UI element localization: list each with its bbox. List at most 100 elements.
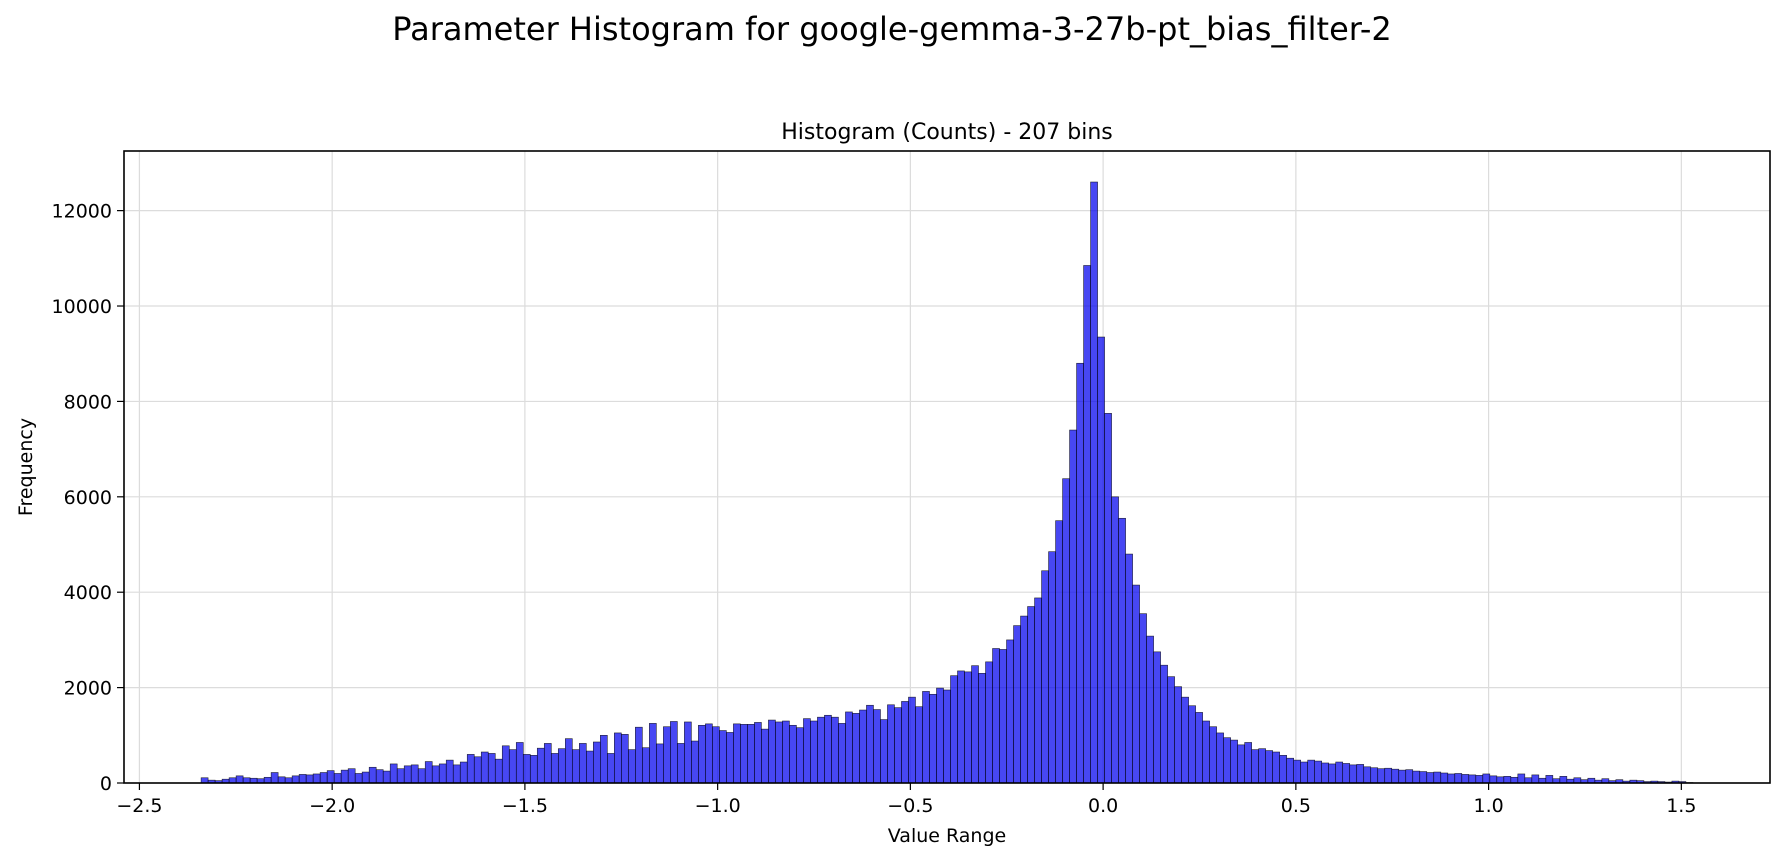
y-tick-label: 2000 <box>64 678 112 700</box>
histogram-bar <box>1139 613 1147 784</box>
histogram-bar <box>473 756 482 784</box>
histogram-bar <box>305 774 314 784</box>
histogram-bar <box>1510 776 1519 784</box>
histogram-bar <box>1041 570 1049 784</box>
histogram-bar <box>382 770 391 784</box>
histogram-bar <box>908 696 916 784</box>
histogram-bar <box>1293 759 1301 784</box>
histogram-bar <box>642 747 650 784</box>
histogram-bar <box>235 775 244 784</box>
histogram-bar <box>824 714 832 784</box>
histogram-bar <box>775 721 783 784</box>
histogram-bar <box>1405 769 1414 784</box>
histogram-bar <box>1125 553 1133 784</box>
histogram-bar <box>347 768 356 784</box>
histogram-bar <box>740 724 748 784</box>
histogram-bar <box>726 732 734 784</box>
histogram-bar <box>957 670 965 784</box>
histogram-bar <box>340 769 349 784</box>
histogram-bar <box>1503 776 1512 784</box>
histogram-bar <box>992 648 1000 784</box>
histogram-bar <box>298 774 307 784</box>
histogram-bar <box>887 704 895 784</box>
histogram-bar <box>1006 639 1014 784</box>
x-axis-label: Value Range <box>888 825 1006 847</box>
histogram-bar <box>326 770 335 784</box>
histogram-bar <box>1517 773 1526 784</box>
histogram-bar <box>312 773 321 784</box>
y-tick-label: 8000 <box>64 391 112 413</box>
histogram-bar <box>529 755 538 784</box>
x-tick-label: −2.0 <box>309 795 355 817</box>
histogram-bar <box>1349 764 1358 784</box>
x-tick-label: 0.0 <box>1088 795 1118 817</box>
histogram-bar <box>1153 651 1161 784</box>
histogram-bar <box>466 754 475 784</box>
histogram-bar <box>1531 774 1540 784</box>
histogram-bar <box>985 661 993 784</box>
histogram-bar <box>768 719 776 784</box>
histogram-bar <box>1489 775 1498 784</box>
histogram-bar <box>936 687 944 784</box>
histogram-bar <box>1468 774 1477 784</box>
histogram-bar <box>291 775 300 784</box>
histogram-bar <box>1013 625 1021 784</box>
histogram-bar <box>1300 761 1308 784</box>
histogram-bar <box>831 716 839 784</box>
histogram-bar <box>971 665 979 784</box>
y-tick-label: 6000 <box>64 487 112 509</box>
histogram-bar <box>964 671 972 784</box>
y-axis-label: Frequency <box>15 418 37 516</box>
histogram-bar <box>438 763 447 784</box>
histogram-bar <box>1216 732 1224 784</box>
histogram-bar <box>691 740 699 784</box>
histogram-bar <box>1034 597 1042 784</box>
histogram-bar <box>1419 771 1428 784</box>
histogram-bar <box>1244 742 1252 784</box>
histogram-bar <box>501 745 510 784</box>
histogram-bar <box>263 776 272 784</box>
histogram-bar <box>333 773 342 784</box>
histogram-bar <box>705 723 713 784</box>
histogram-bar <box>635 726 643 784</box>
histogram-bar <box>557 748 566 784</box>
histogram-bar <box>761 728 769 784</box>
histogram-bar <box>1356 764 1365 784</box>
histogram-bar <box>803 718 811 784</box>
histogram-bar <box>543 743 552 784</box>
x-tick-label: −1.0 <box>695 795 741 817</box>
histogram-bar <box>1062 478 1070 784</box>
histogram-bar <box>424 761 433 784</box>
histogram-bar <box>894 707 902 784</box>
histogram-bar <box>410 764 419 784</box>
histogram-bar <box>698 724 706 784</box>
x-tick-label: 1.0 <box>1473 795 1503 817</box>
histogram-bar <box>459 761 468 784</box>
axes-title: Histogram (Counts) - 207 bins <box>781 120 1112 145</box>
histogram-bar <box>1391 768 1400 784</box>
histogram-bar <box>494 758 503 784</box>
histogram-bar <box>522 754 531 784</box>
y-tick-label: 4000 <box>64 582 112 604</box>
histogram-bar <box>1342 763 1351 784</box>
histogram-bar <box>586 750 594 784</box>
histogram-bar <box>1237 744 1245 784</box>
histogram-bar <box>1132 584 1140 784</box>
histogram-bar <box>1398 769 1407 784</box>
histogram-bar <box>1055 520 1063 784</box>
histogram-bar <box>1104 413 1112 784</box>
histogram-bar <box>1160 664 1168 784</box>
histogram-bar <box>1265 750 1273 784</box>
histogram-bar <box>536 747 545 784</box>
histogram-bar <box>487 753 496 784</box>
histogram-bar <box>1279 755 1287 784</box>
histogram-bar <box>838 723 846 784</box>
histogram-bar <box>1377 768 1386 784</box>
histogram-bar <box>950 675 958 784</box>
histogram-bar <box>1111 496 1119 784</box>
y-axis-ticks: 0 2000 4000 6000 8000 10000 12000 <box>52 201 124 795</box>
histogram-bar <box>1251 749 1259 784</box>
histogram-bar <box>719 730 727 784</box>
axes-frame <box>123 150 1771 784</box>
